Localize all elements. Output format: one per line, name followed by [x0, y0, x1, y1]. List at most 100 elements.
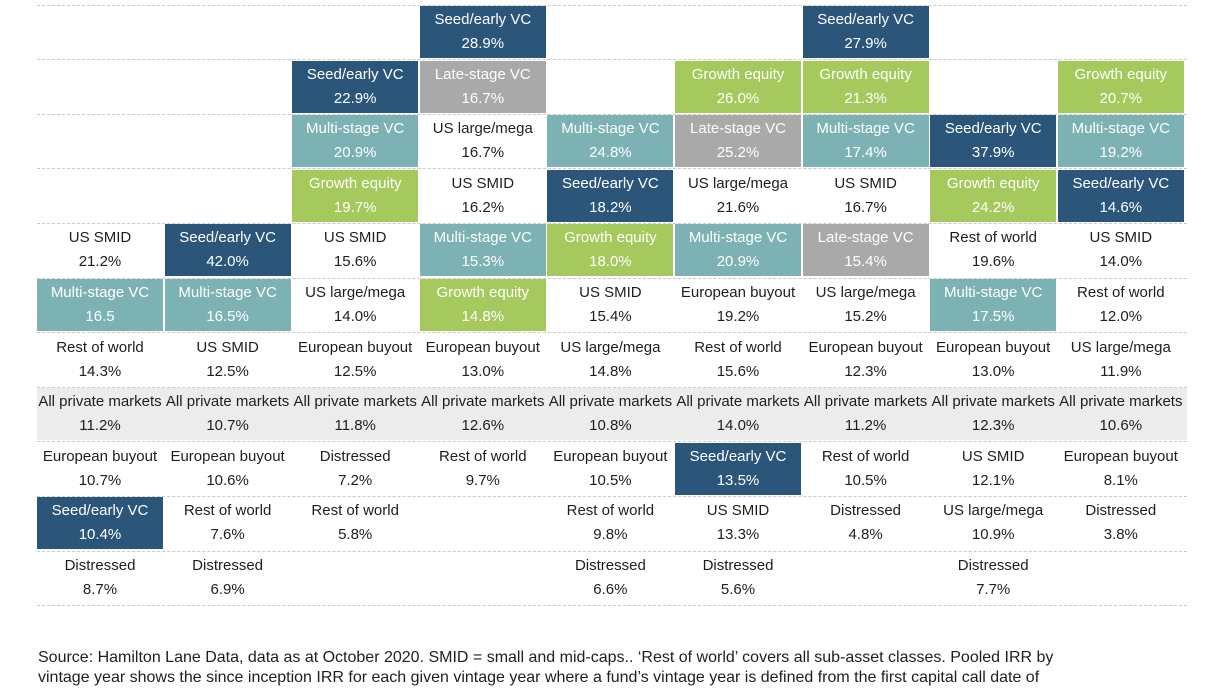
quilt-cell: Multi-stage VC 17.5% — [930, 279, 1057, 331]
quilt-cell: Distressed 3.8% — [1058, 497, 1184, 549]
quilt-cell: Rest of world 12.0% — [1058, 279, 1184, 331]
cell-value: 10.4% — [78, 526, 122, 544]
cell-value: 21.2% — [78, 253, 122, 271]
cell-value: 14.3% — [78, 362, 122, 380]
quilt-cell: Rest of world 5.8% — [292, 497, 418, 549]
cell-value: 13.0% — [971, 362, 1015, 380]
cell-value: 19.6% — [971, 253, 1015, 271]
cell-value: 25.2% — [716, 144, 760, 162]
quilt-cell: Rest of world 14.3% — [37, 334, 163, 386]
quilt-cell: Seed/early VC 22.9% — [292, 60, 419, 113]
cell-value: 13.3% — [716, 526, 760, 544]
cell-label: Multi-stage VC — [816, 120, 915, 138]
quilt-cell: US large/mega 21.6% — [675, 170, 801, 222]
cell-value: 19.2% — [716, 308, 760, 325]
quilt-cell: US SMID 14.0% — [1058, 224, 1184, 276]
cell-label: US large/mega — [815, 284, 916, 301]
cell-label: Distressed — [319, 447, 391, 465]
quilt-cell: Distressed 5.6% — [675, 552, 801, 604]
cell-label: US large/mega — [687, 174, 789, 192]
cell-value: 5.6% — [720, 581, 756, 598]
quilt-cell: US large/mega 16.7% — [420, 115, 546, 167]
quilt-cell: US SMID 21.2% — [37, 224, 163, 276]
footnote-line-2: vintage year shows the since inception I… — [38, 669, 1040, 686]
cell-value: 10.5% — [589, 471, 632, 489]
cell-value: 17.5% — [971, 308, 1015, 325]
quilt-cell: Multi-stage VC 16.5% — [164, 279, 291, 331]
cell-label: Rest of world — [439, 447, 527, 465]
cell-label: Rest of world — [566, 502, 655, 520]
quilt-cell: European buyout 10.5% — [547, 443, 673, 495]
cell-label: Rest of world — [56, 338, 144, 356]
cell-label: US SMID — [834, 174, 897, 192]
quilt-cell: Distressed 7.2% — [292, 443, 418, 495]
row-separator — [37, 332, 1187, 334]
cell-label: European buyout — [808, 338, 923, 356]
footnote-line-1: Source: Hamilton Lane Data, data as at O… — [38, 649, 1054, 666]
cell-label: Growth equity — [691, 65, 785, 83]
quilt-cell: Growth equity 19.7% — [292, 169, 419, 222]
cell-value: 14.0% — [333, 308, 377, 325]
quilt-cell: US large/mega 15.2% — [803, 279, 929, 331]
cell-value: 42.0% — [206, 253, 249, 271]
cell-label: All private markets — [548, 393, 673, 411]
quilt-cell: US large/mega 14.0% — [292, 279, 418, 331]
quilt-cell: Late-stage VC 16.7% — [419, 60, 546, 113]
cell-value: 6.9% — [210, 581, 245, 598]
cell-value: 5.8% — [338, 526, 373, 544]
row-separator — [37, 168, 1187, 170]
cell-label: Distressed — [574, 557, 646, 574]
cell-label: All private markets — [931, 393, 1055, 411]
cell-label: Growth equity — [436, 284, 530, 301]
cell-value: 8.7% — [82, 581, 118, 598]
cell-value: 12.3% — [971, 417, 1015, 435]
cell-label: Multi-stage VC — [178, 284, 277, 301]
cell-label: European buyout — [680, 284, 796, 301]
row-separator — [37, 386, 1187, 388]
cell-label: US SMID — [579, 284, 642, 301]
quilt-cell: Growth equity 14.8% — [419, 279, 546, 331]
cell-value: 7.2% — [338, 471, 373, 489]
cell-value: 11.9% — [1100, 362, 1142, 380]
row-separator — [37, 113, 1187, 115]
cell-label: Rest of world — [694, 338, 782, 356]
cell-value: 15.3% — [461, 253, 505, 271]
quilt-cell: Late-stage VC 25.2% — [675, 115, 801, 168]
quilt-cell: European buyout 13.0% — [930, 334, 1056, 386]
quilt-cell: Seed/early VC 14.6% — [1057, 169, 1184, 222]
quilt-cell: Distressed 8.7% — [37, 552, 163, 604]
quilt-cell: US SMID 16.2% — [420, 170, 546, 222]
cell-label: European buyout — [553, 447, 668, 465]
row-separator — [37, 550, 1187, 552]
cell-label: US SMID — [1089, 229, 1153, 247]
cell-label: Multi-stage VC — [433, 229, 532, 247]
cell-value: 16.7% — [844, 198, 887, 216]
cell-value: 15.4% — [589, 308, 632, 325]
cell-label: Distressed — [702, 557, 774, 574]
cell-value: 7.6% — [210, 526, 245, 544]
cell-value: 15.6% — [333, 253, 377, 271]
quilt-cell: European buyout 19.2% — [675, 279, 801, 331]
cell-value: 24.2% — [971, 198, 1015, 216]
cell-label: All private markets — [803, 393, 928, 411]
cell-label: US large/mega — [560, 338, 661, 356]
quilt-cell: European buyout 13.0% — [420, 334, 546, 386]
cell-value: 27.9% — [844, 35, 887, 52]
quilt-cell: US SMID 15.4% — [547, 279, 673, 331]
cell-label: All private markets — [165, 393, 290, 411]
quilt-cell: All private markets 14.0% — [675, 388, 801, 440]
cell-label: All private markets — [1059, 393, 1183, 411]
quilt-cell: US large/mega 10.9% — [930, 497, 1056, 549]
source-footnote: Source: Hamilton Lane Data, data as at O… — [38, 648, 1198, 688]
quilt-cell: European buyout 12.3% — [803, 334, 929, 386]
cell-value: 14.6% — [1099, 198, 1143, 216]
cell-label: Rest of world — [1077, 284, 1165, 301]
quilt-cell: European buyout 12.5% — [292, 334, 418, 386]
cell-value: 15.2% — [844, 308, 887, 325]
quilt-cell: Growth equity 21.3% — [802, 60, 929, 113]
cell-value: 18.2% — [589, 198, 632, 216]
cell-value: 18.0% — [589, 253, 632, 271]
cell-value: 3.8% — [1103, 526, 1138, 544]
cell-value: 6.6% — [593, 581, 628, 598]
quilt-cell: Rest of world 9.7% — [420, 443, 546, 495]
